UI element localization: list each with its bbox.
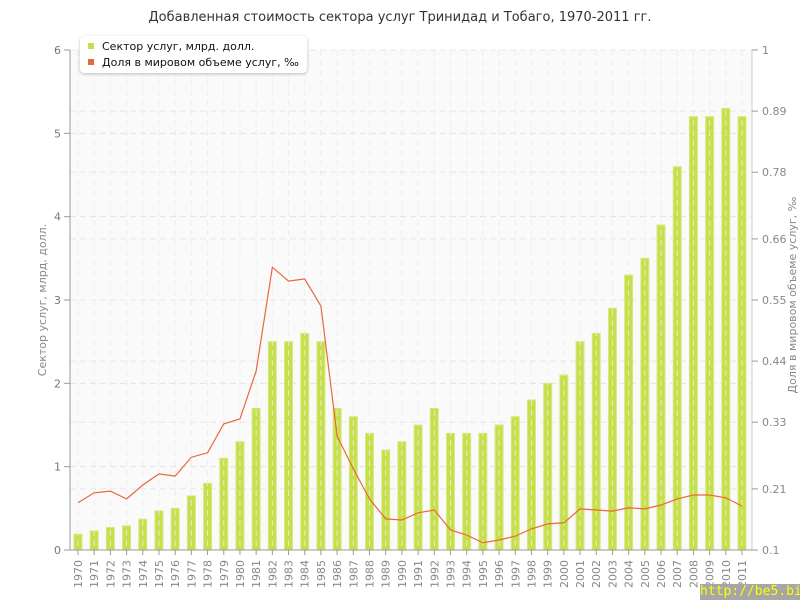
- x-tick-label: 1998: [525, 560, 538, 588]
- x-tick-label: 2010: [720, 560, 733, 588]
- watermark[interactable]: http://be5.biz/: [700, 584, 800, 600]
- x-tick-label: 1985: [315, 560, 328, 588]
- x-tick-label: 2005: [639, 560, 652, 588]
- x-tick-label: 1982: [266, 560, 279, 588]
- y2-tick-label: 0.55: [762, 294, 787, 307]
- x-tick-label: 1995: [477, 560, 490, 588]
- y-tick-label: 5: [54, 127, 61, 140]
- x-tick-label: 2006: [655, 560, 668, 588]
- legend-item-services[interactable]: Сектор услуг, млрд. долл.: [88, 38, 299, 54]
- x-tick-label: 1993: [444, 560, 457, 588]
- x-tick-label: 2000: [558, 560, 571, 588]
- x-tick-label: 1975: [153, 560, 166, 588]
- x-tick-label: 2002: [590, 560, 603, 588]
- x-tick-label: 1999: [542, 560, 555, 588]
- bar: [122, 525, 132, 551]
- x-tick-label: 1996: [493, 560, 506, 588]
- y2-tick-label: 0.21: [762, 483, 787, 496]
- y2-tick-label: 1: [762, 44, 769, 57]
- x-tick-label: 1986: [331, 560, 344, 588]
- y-axis-label: Сектор услуг, млрд. долл.: [36, 224, 49, 376]
- x-tick-label: 1991: [412, 560, 425, 588]
- x-tick-label: 2008: [687, 560, 700, 588]
- x-tick-label: 1990: [396, 560, 409, 588]
- y-tick-label: 1: [54, 461, 61, 474]
- x-tick-label: 2011: [736, 560, 749, 588]
- y-tick-label: 6: [54, 44, 61, 57]
- legend-label: Сектор услуг, млрд. долл.: [102, 39, 255, 53]
- x-tick-label: 1977: [185, 560, 198, 588]
- x-tick-label: 1997: [509, 560, 522, 588]
- x-tick-label: 1984: [299, 560, 312, 588]
- x-tick-label: 1972: [104, 560, 117, 588]
- y2-tick-label: 0.89: [762, 105, 787, 118]
- chart-title: Добавленная стоимость сектора услуг Трин…: [148, 10, 652, 25]
- legend-swatch: [88, 59, 94, 65]
- y-tick-label: 2: [54, 377, 61, 390]
- x-tick-label: 1987: [347, 560, 360, 588]
- x-tick-label: 2004: [623, 560, 636, 588]
- legend-label: Доля в мировом объеме услуг, ‰: [102, 55, 299, 69]
- y2-tick-label: 0.33: [762, 416, 787, 429]
- x-tick-label: 1979: [218, 560, 231, 588]
- x-tick-label: 1983: [283, 560, 296, 588]
- legend-swatch: [88, 43, 94, 49]
- x-tick-label: 1989: [380, 560, 393, 588]
- x-tick-label: 1974: [137, 560, 150, 588]
- bar: [429, 407, 439, 551]
- x-tick-label: 1994: [461, 560, 474, 588]
- x-tick-label: 1980: [234, 560, 247, 588]
- legend: Сектор услуг, млрд. долл. Доля в мировом…: [80, 36, 307, 73]
- x-tick-label: 1971: [88, 560, 101, 588]
- y2-tick-label: 0.66: [762, 233, 787, 246]
- x-tick-label: 1978: [202, 560, 215, 588]
- x-tick-label: 1970: [72, 560, 85, 588]
- x-tick-label: 1973: [121, 560, 134, 588]
- x-tick-label: 2003: [606, 560, 619, 588]
- series-line: [77, 266, 743, 544]
- y2-tick-label: 0.1: [762, 544, 780, 557]
- y2-tick-label: 0.78: [762, 166, 787, 179]
- bar: [332, 407, 342, 551]
- y-tick-label: 4: [54, 211, 61, 224]
- x-tick-label: 1981: [250, 560, 263, 588]
- x-tick-label: 1992: [428, 560, 441, 588]
- x-tick-label: 2009: [704, 560, 717, 588]
- y2-tick-label: 0.44: [762, 355, 787, 368]
- x-tick-label: 1976: [169, 560, 182, 588]
- x-tick-label: 2001: [574, 560, 587, 588]
- legend-item-share[interactable]: Доля в мировом объеме услуг, ‰: [88, 54, 299, 70]
- y2-axis-label: Доля в мировом объеме услуг, ‰: [786, 196, 799, 393]
- bar: [251, 407, 261, 551]
- x-tick-label: 2007: [671, 560, 684, 588]
- y-tick-label: 0: [54, 544, 61, 557]
- x-tick-label: 1988: [364, 560, 377, 588]
- y-tick-label: 3: [54, 294, 61, 307]
